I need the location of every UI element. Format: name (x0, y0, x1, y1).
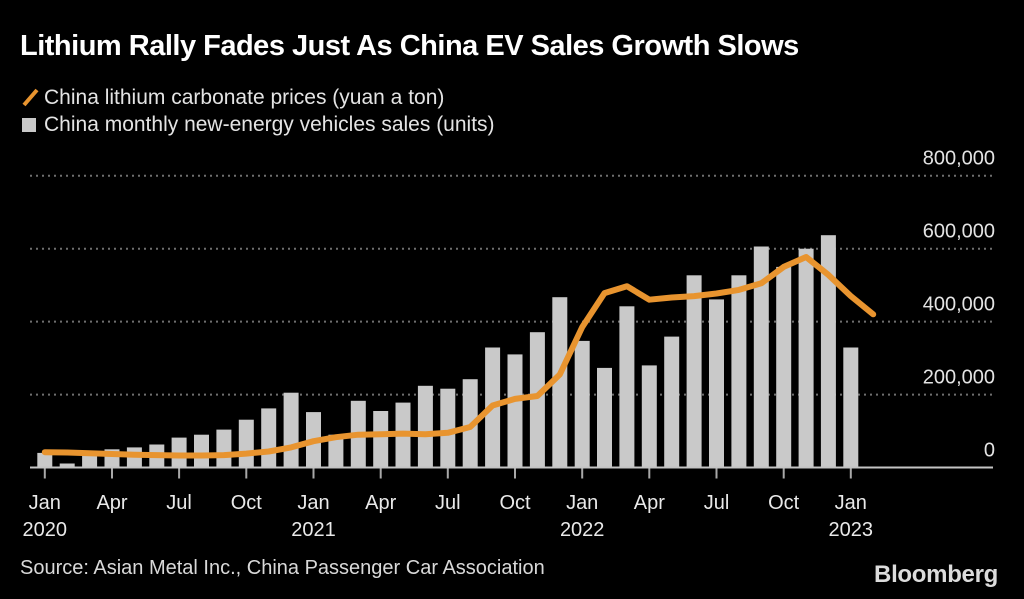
x-axis-month-label: Oct (768, 492, 800, 514)
bar (619, 306, 635, 468)
bloomberg-logo: Bloomberg (874, 561, 998, 588)
bar (37, 452, 53, 468)
x-axis-month-label: Jul (704, 492, 730, 514)
bar (820, 235, 836, 468)
chart-title: Lithium Rally Fades Just As China EV Sal… (20, 30, 799, 62)
bar (440, 388, 456, 468)
x-axis-month-label: Jul (435, 492, 461, 514)
x-axis-year-label: 2021 (291, 519, 336, 541)
bar (194, 434, 209, 468)
x-axis-year-label: 2020 (23, 519, 68, 541)
legend-item-lithium-price: China lithium carbonate prices (yuan a t… (20, 84, 495, 111)
bar (59, 463, 75, 468)
legend-slash-glyph (22, 88, 39, 106)
bar (776, 266, 792, 468)
legend-item-nev-sales: China monthly new-energy vehicles sales … (20, 111, 495, 138)
x-axis-month-label: Oct (231, 492, 263, 514)
bar (417, 385, 433, 468)
x-axis-month-label: Jan (29, 492, 61, 514)
legend-square-glyph (22, 117, 36, 132)
bar (238, 419, 254, 468)
y-axis-label: 800,000 (923, 148, 995, 170)
source-note: Source: Asian Metal Inc., China Passenge… (20, 557, 545, 579)
x-axis-month-label: Apr (96, 492, 127, 514)
bar (574, 340, 590, 468)
y-axis-label: 600,000 (923, 221, 995, 243)
bar (709, 299, 724, 468)
x-axis-month-label: Apr (365, 492, 396, 514)
x-axis-year-label: 2023 (829, 519, 874, 541)
legend-label-lithium-price: China lithium carbonate prices (yuan a t… (44, 85, 445, 109)
y-axis-label: 200,000 (923, 367, 995, 389)
bar (552, 297, 568, 468)
x-axis-month-label: Jul (166, 492, 192, 514)
bar (261, 408, 277, 468)
x-axis-month-label: Jan (566, 492, 598, 514)
x-axis-month-label: Apr (634, 492, 665, 514)
y-axis-label: 400,000 (923, 294, 995, 316)
bar (507, 354, 523, 468)
bar (753, 246, 769, 468)
bar (843, 347, 859, 468)
bar (731, 275, 747, 468)
x-axis-year-label: 2022 (560, 519, 605, 541)
bar (328, 434, 344, 468)
bar (597, 367, 612, 468)
bar (283, 392, 299, 468)
bar-series-icon (20, 115, 44, 135)
x-axis-month-label: Jan (835, 492, 867, 514)
price-line (41, 254, 877, 459)
chart-legend: China lithium carbonate prices (yuan a t… (20, 84, 495, 138)
bar (373, 411, 389, 468)
line-series-icon (20, 88, 44, 108)
bar (798, 248, 814, 468)
bar (664, 336, 680, 468)
bar (216, 429, 232, 468)
bar (641, 365, 657, 468)
bar (686, 275, 702, 468)
legend-label-nev-sales: China monthly new-energy vehicles sales … (44, 112, 495, 136)
y-axis-label: 0 (984, 440, 995, 462)
bar (529, 332, 545, 468)
x-axis-month-label: Jan (297, 492, 329, 514)
x-axis-month-label: Oct (499, 492, 531, 514)
